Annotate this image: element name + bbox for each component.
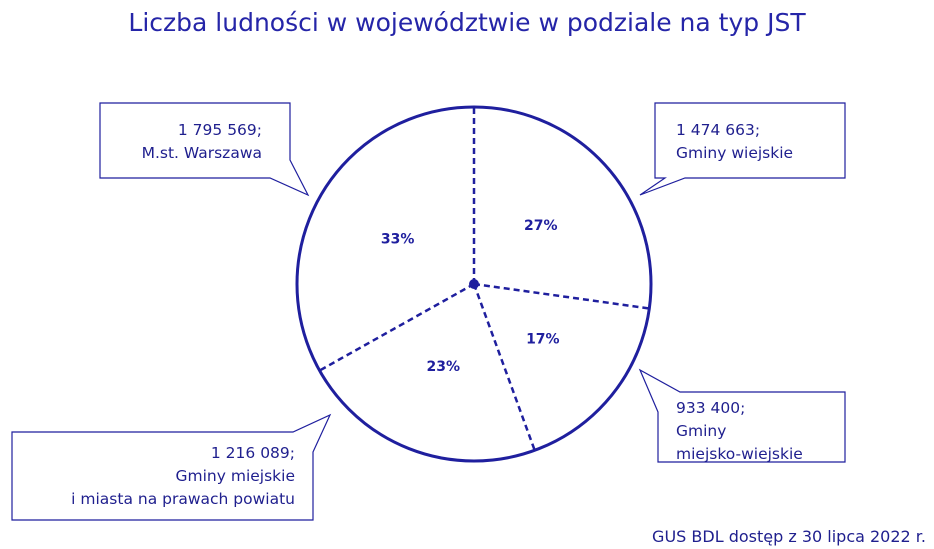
- value-label: 1 795 569;: [177, 121, 262, 139]
- category-label: M.st. Warszawa: [141, 144, 262, 162]
- center-dot: [469, 279, 479, 289]
- callout-box: [638, 368, 846, 463]
- pie-outline: [295, 105, 653, 463]
- callout-text: 1 474 663; Gminy wiejskie: [676, 119, 793, 165]
- source: GUS BDL dostęp z 30 lipca 2022 r.: [652, 527, 926, 546]
- callout-box: [99, 102, 310, 197]
- callout-box: [11, 413, 332, 521]
- callout-text: 933 400; Gminy miejsko-wiejskie: [676, 397, 803, 466]
- pie-slice: [474, 284, 650, 451]
- value-label: 1 216 089;: [210, 444, 295, 462]
- pie-slice: [297, 107, 474, 371]
- percent-label: 27%: [524, 218, 558, 234]
- callout-box: [639, 102, 846, 196]
- pie-slice: [474, 107, 651, 309]
- percent-label: 33%: [381, 231, 415, 247]
- percent-label: 23%: [426, 359, 460, 375]
- percent-label: 17%: [526, 332, 560, 348]
- pie-slice: [319, 284, 535, 461]
- category-label: Gminy miejsko-wiejskie: [676, 422, 803, 463]
- category-label: Gminy wiejskie: [676, 144, 794, 162]
- value-label: 933 400;: [676, 399, 746, 417]
- callout-text: 1 216 089; Gminy miejskie i miasta na pra…: [71, 442, 295, 511]
- category-label: Gminy miejskie i miasta na prawach powia…: [71, 467, 295, 508]
- chart-title: Liczba ludności w województwie w podzial…: [128, 8, 806, 37]
- value-label: 1 474 663;: [676, 121, 761, 139]
- callout-text: 1 795 569; M.st. Warszawa: [142, 119, 262, 165]
